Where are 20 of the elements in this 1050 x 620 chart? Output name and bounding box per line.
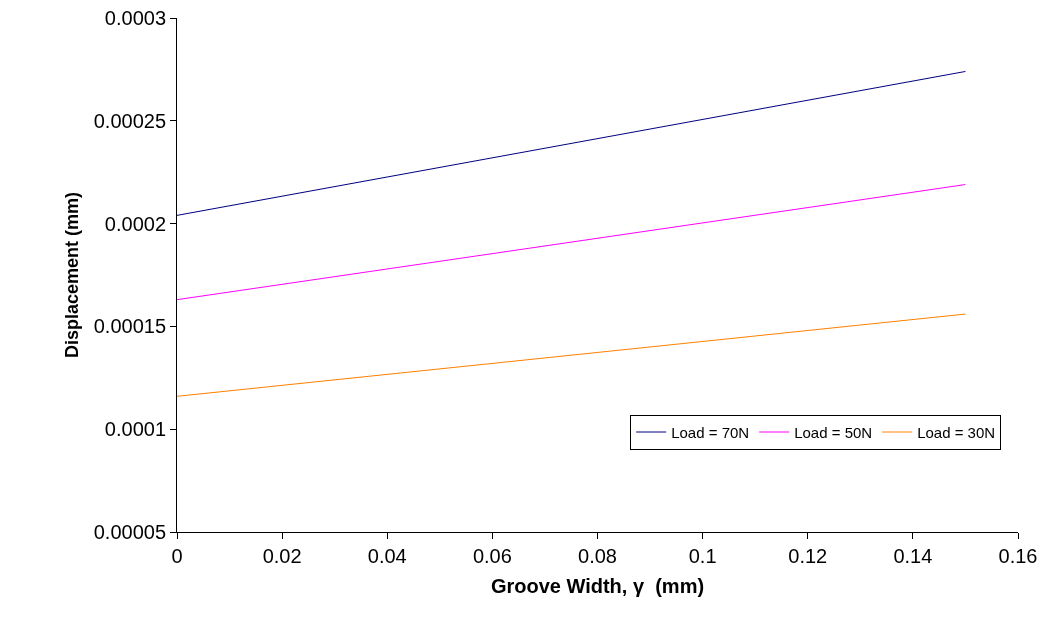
x-tick-label: 0 bbox=[171, 545, 183, 567]
y-tick-label: 0.00025 bbox=[93, 109, 166, 132]
y-axis-title: Displacement (mm) bbox=[61, 191, 82, 359]
legend-label: Load = 30N bbox=[917, 423, 996, 441]
x-tick-label: 0.14 bbox=[893, 545, 933, 567]
legend-label: Load = 50N bbox=[794, 423, 873, 441]
x-tick-label: 0.12 bbox=[788, 545, 828, 567]
x-tick-label: 0.1 bbox=[688, 545, 717, 567]
y-tick-label: 0.00005 bbox=[93, 521, 166, 543]
y-tick-label: 0.0001 bbox=[104, 418, 166, 441]
y-tick-label: 0.0002 bbox=[104, 212, 166, 235]
y-tick-label: 0.0003 bbox=[104, 7, 166, 29]
y-tick-label: 0.00015 bbox=[93, 315, 166, 338]
x-tick-label: 0.08 bbox=[578, 545, 617, 567]
x-axis-title: Groove Width, γ (mm) bbox=[490, 574, 705, 597]
x-tick-label: 0.02 bbox=[262, 545, 302, 567]
legend-label: Load = 70N bbox=[671, 423, 750, 441]
x-tick-label: 0.06 bbox=[472, 545, 512, 567]
x-tick-label: 0.04 bbox=[367, 545, 407, 567]
x-tick-label: 0.16 bbox=[998, 545, 1038, 567]
